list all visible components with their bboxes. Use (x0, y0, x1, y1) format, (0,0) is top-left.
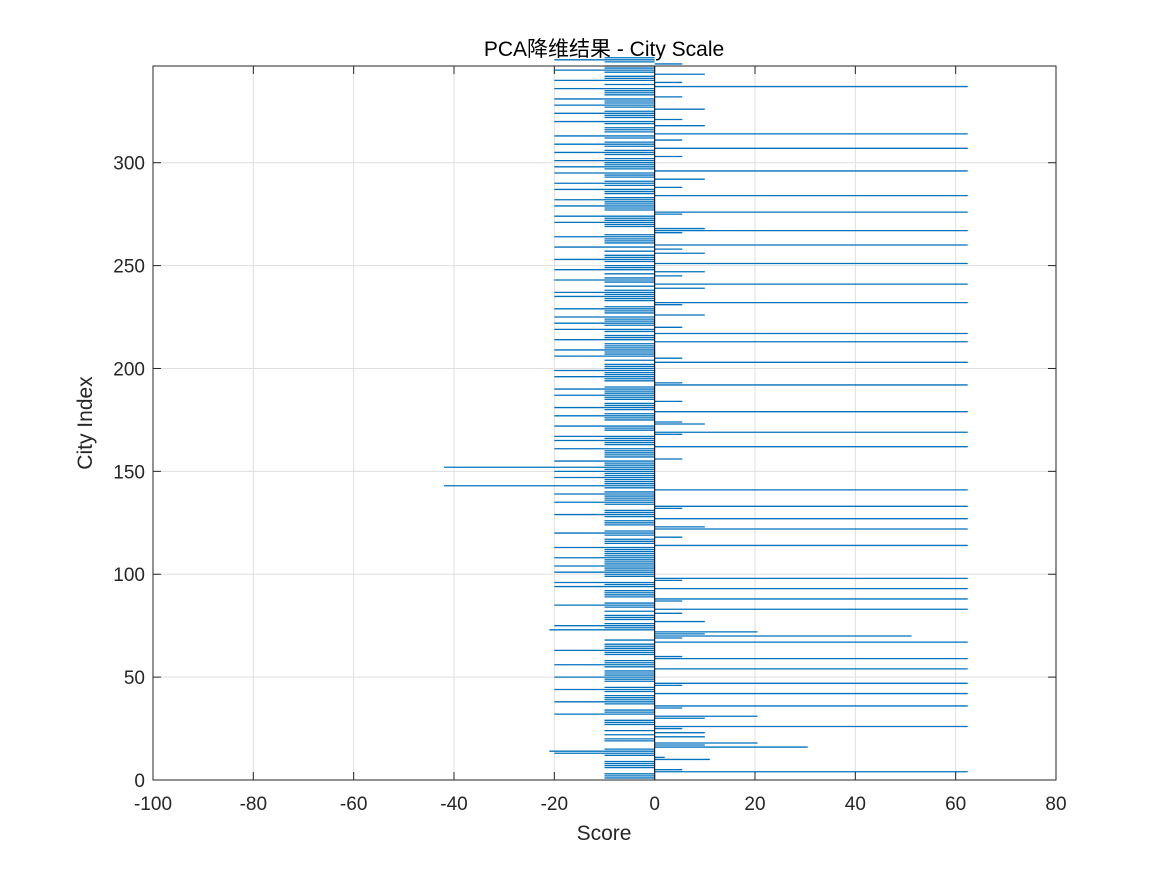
x-tick-label: -20 (541, 794, 568, 815)
x-tick-label: 20 (744, 794, 765, 815)
x-tick-label: -80 (240, 794, 267, 815)
y-tick-label: 50 (124, 668, 145, 689)
y-tick-label: 150 (113, 462, 145, 483)
x-tick-label: -60 (340, 794, 367, 815)
x-tick-label: 40 (845, 794, 866, 815)
y-tick-label: 250 (113, 257, 145, 278)
y-tick-label: 200 (113, 359, 145, 380)
chart-title: PCA降维结果 - City Scale (484, 38, 724, 61)
axes-frame (152, 65, 1057, 781)
x-axis-label: Score (577, 822, 632, 845)
ticks: -100 -80 -60 -40 -20 0 20 40 60 80 0 50 100 150 200 250… (113, 66, 1067, 815)
x-tick-label: 60 (945, 794, 966, 815)
x-tick-label: -40 (440, 794, 467, 815)
y-tick-label: 100 (113, 565, 145, 586)
y-tick-label: 300 (113, 154, 145, 175)
x-tick-label: 80 (1045, 794, 1066, 815)
x-tick-label: 0 (649, 794, 660, 815)
y-tick-label: 0 (134, 771, 145, 792)
x-tick-label: -100 (134, 794, 172, 815)
y-axis-label: City Index (74, 376, 97, 470)
bars (443, 57, 968, 780)
